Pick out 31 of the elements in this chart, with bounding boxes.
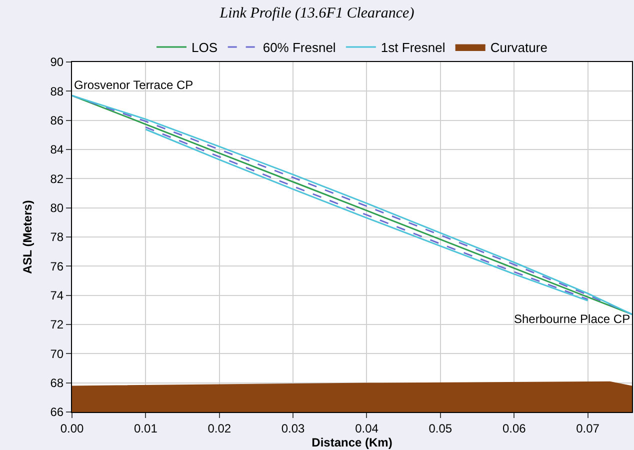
y-tick-label: 88 <box>50 84 64 98</box>
x-tick-label: 0.07 <box>576 421 600 436</box>
y-tick-label: 84 <box>50 142 64 157</box>
legend-label: 1st Fresnel <box>380 40 446 56</box>
x-tick-label: 0.02 <box>208 421 232 436</box>
y-tick-label: 90 <box>50 55 64 70</box>
y-tick-label: 78 <box>50 230 64 244</box>
y-tick-label: 80 <box>50 201 64 216</box>
annotation: Grosvenor Terrace CP <box>74 78 194 92</box>
y-tick-label: 82 <box>50 172 64 186</box>
y-tick-label: 76 <box>50 259 64 274</box>
x-tick-label: 0.01 <box>134 421 158 436</box>
y-tick-label: 86 <box>50 114 64 128</box>
chart-title: Link Profile (13.6F1 Clearance) <box>218 5 414 22</box>
x-tick-label: 0.05 <box>428 421 452 436</box>
x-tick-label: 0.04 <box>355 421 379 436</box>
legend-label: LOS <box>192 40 218 56</box>
legend-label: 60% Fresnel <box>262 40 336 56</box>
y-tick-label: 74 <box>50 288 64 303</box>
legend-label: Curvature <box>490 40 548 56</box>
y-tick-label: 68 <box>50 376 64 390</box>
annotation: Sherbourne Place CP <box>514 312 630 326</box>
y-tick-label: 66 <box>50 405 64 420</box>
x-tick-label: 0.06 <box>502 421 526 436</box>
line-series <box>72 94 632 316</box>
y-tick-label: 72 <box>50 318 64 332</box>
y-tick-label: 70 <box>50 346 64 361</box>
x-tick-label: 0.00 <box>60 421 84 436</box>
x-tick-label: 0.03 <box>281 421 306 436</box>
x-axis-title: Distance (Km) <box>312 435 392 450</box>
y-axis-title: ASL (Meters) <box>20 200 35 274</box>
